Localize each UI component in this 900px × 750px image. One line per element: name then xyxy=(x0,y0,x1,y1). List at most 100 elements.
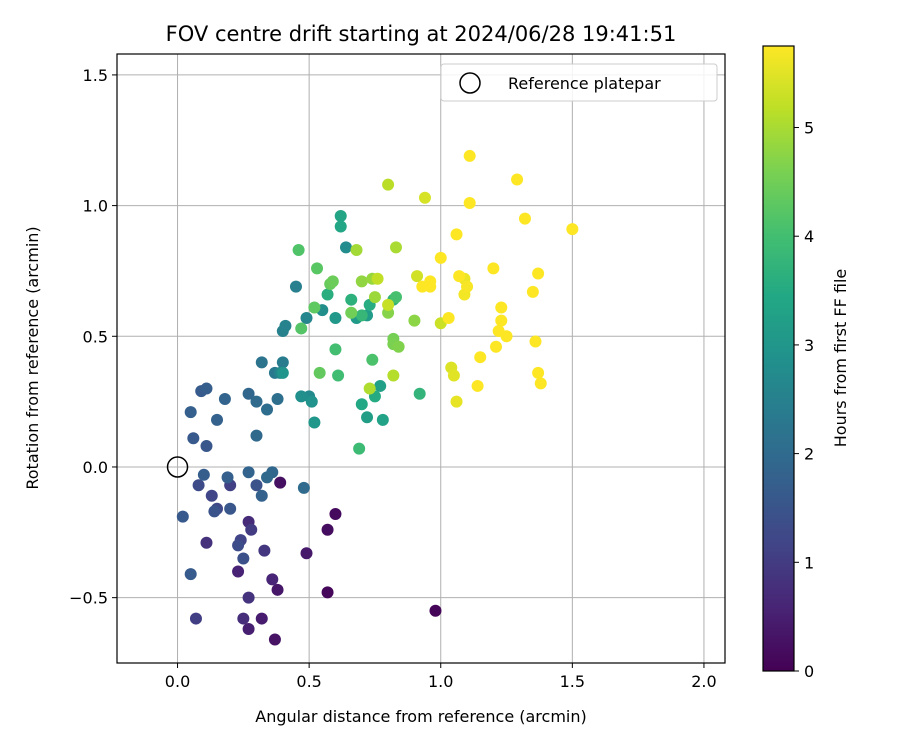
data-point xyxy=(374,379,387,392)
data-point xyxy=(329,508,342,521)
reference-point xyxy=(166,456,189,478)
data-point xyxy=(511,173,524,186)
colorbar-tick-label: 5 xyxy=(804,119,814,138)
data-point xyxy=(200,536,213,549)
data-point xyxy=(392,340,405,353)
data-point xyxy=(311,262,324,275)
data-point xyxy=(434,251,447,264)
data-point xyxy=(292,244,305,257)
colorbar-tick-label: 4 xyxy=(804,227,814,246)
plot-area xyxy=(117,54,725,663)
data-point xyxy=(295,390,308,403)
data-point xyxy=(355,275,368,288)
colorbar-tick-label: 3 xyxy=(804,336,814,355)
data-point xyxy=(176,510,189,523)
data-point xyxy=(274,476,287,489)
x-tick-label: 1.0 xyxy=(428,672,453,691)
data-point xyxy=(261,471,274,484)
data-point xyxy=(332,369,345,382)
data-point xyxy=(334,210,347,223)
data-point xyxy=(242,591,255,604)
x-tick-label: 0.5 xyxy=(296,672,321,691)
data-point xyxy=(300,547,313,560)
colorbar-tick-label: 2 xyxy=(804,445,814,464)
data-point xyxy=(218,393,231,406)
data-point xyxy=(471,379,484,392)
data-point xyxy=(447,369,460,382)
data-point xyxy=(416,280,429,293)
data-point xyxy=(192,479,205,492)
plot-frame xyxy=(116,53,726,664)
data-point xyxy=(255,612,268,625)
data-point xyxy=(321,288,334,301)
data-point xyxy=(450,395,463,408)
data-point xyxy=(413,387,426,400)
data-point xyxy=(313,366,326,379)
data-point xyxy=(321,586,334,599)
data-point xyxy=(495,301,508,314)
data-point xyxy=(255,489,268,502)
data-point xyxy=(250,429,263,442)
data-point xyxy=(197,468,210,481)
data-point xyxy=(353,442,366,455)
data-point xyxy=(408,314,421,327)
data-point xyxy=(450,228,463,241)
data-point xyxy=(221,471,234,484)
data-point xyxy=(532,366,545,379)
data-point xyxy=(387,369,400,382)
colorbar: 0 1 2 3 4 5 Hours from first FF file xyxy=(762,45,850,681)
data-point xyxy=(490,340,503,353)
data-point xyxy=(329,343,342,356)
y-tick-label: 1.5 xyxy=(83,66,108,85)
data-point xyxy=(495,314,508,327)
data-point xyxy=(518,212,531,225)
data-point xyxy=(321,523,334,536)
data-point xyxy=(266,573,279,586)
data-point xyxy=(255,356,268,369)
data-point xyxy=(382,298,395,311)
y-axis-label: Rotation from reference (arcmin) xyxy=(23,226,42,489)
colorbar-ticks: 0 1 2 3 4 5 xyxy=(794,119,814,681)
y-tick-label: 1.0 xyxy=(83,197,108,216)
data-point xyxy=(411,270,424,283)
data-point xyxy=(566,223,579,236)
data-point xyxy=(242,466,255,479)
data-point xyxy=(242,387,255,400)
data-point xyxy=(534,377,547,390)
data-point xyxy=(268,633,281,646)
data-point xyxy=(474,351,487,364)
data-point xyxy=(355,309,368,322)
data-point xyxy=(279,319,292,332)
data-point xyxy=(250,479,263,492)
data-point xyxy=(184,568,197,581)
data-point xyxy=(389,291,402,304)
y-tick-label: 0.0 xyxy=(83,458,108,477)
data-point xyxy=(382,178,395,191)
data-point xyxy=(461,280,474,293)
data-point xyxy=(429,604,442,617)
data-point xyxy=(339,241,352,254)
data-point xyxy=(224,502,237,515)
data-point xyxy=(271,583,284,596)
y-tick-label: −0.5 xyxy=(69,589,108,608)
legend-marker-open-circle xyxy=(459,72,481,94)
data-point xyxy=(532,267,545,280)
data-point xyxy=(295,322,308,335)
colorbar-label: Hours from first FF file xyxy=(831,269,850,448)
data-point xyxy=(276,356,289,369)
data-point xyxy=(389,241,402,254)
data-point xyxy=(211,413,224,426)
legend-label: Reference platepar xyxy=(508,74,661,93)
x-tick-label: 1.5 xyxy=(560,672,585,691)
data-point xyxy=(366,353,379,366)
data-point xyxy=(529,335,542,348)
data-point xyxy=(184,406,197,419)
data-point xyxy=(237,612,250,625)
colorbar-tick-label: 0 xyxy=(804,662,814,681)
data-point xyxy=(232,565,245,578)
data-point xyxy=(242,623,255,636)
data-point xyxy=(463,196,476,209)
data-point xyxy=(258,544,271,557)
data-point xyxy=(368,291,381,304)
axis-ticks: 0.0 0.5 1.0 1.5 2.0 −0.5 0.0 0.5 1.0 1.5 xyxy=(69,66,717,691)
